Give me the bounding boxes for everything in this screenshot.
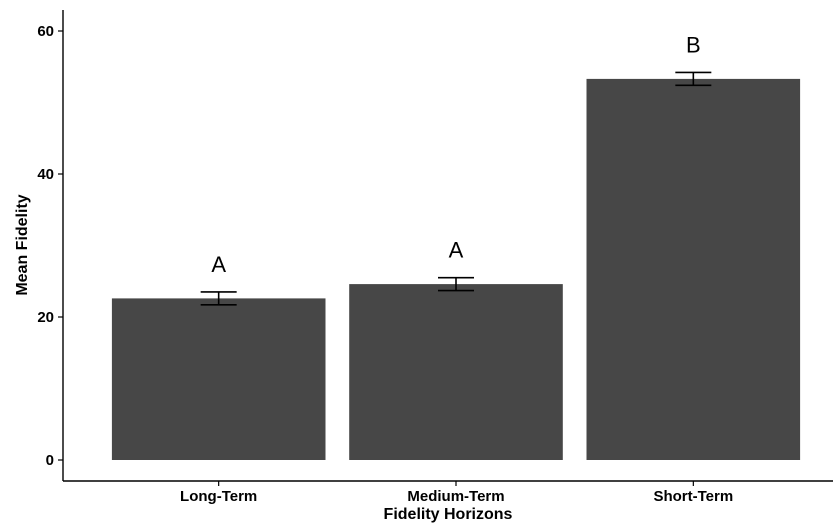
error-bars [200, 71, 712, 306]
y-tick-label: 20 [37, 309, 54, 326]
error-bar-long-term [200, 291, 237, 306]
bar-long-term [111, 298, 326, 460]
bars [111, 78, 801, 461]
x-tick-label: Short-Term [653, 488, 733, 505]
x-tick-label: Long-Term [180, 488, 257, 505]
significance-label: A [449, 238, 464, 263]
x-tick-label: Medium-Term [407, 488, 504, 505]
x-axis-title: Fidelity Horizons [384, 506, 513, 523]
y-axis-title: Mean Fidelity [14, 194, 31, 295]
bar-short-term [586, 78, 801, 461]
significance-labels: A A B [211, 33, 700, 278]
bar-medium-term [349, 284, 563, 460]
error-bar-short-term [675, 71, 712, 87]
significance-label: A [211, 252, 226, 277]
x-axis-ticks: Long-Term Medium-Term Short-Term [180, 481, 733, 505]
y-axis-ticks: 0 20 40 60 [37, 23, 63, 469]
significance-label: B [686, 33, 701, 58]
plot-area: A A B [111, 33, 801, 461]
y-tick-label: 0 [46, 452, 54, 469]
y-tick-label: 60 [37, 23, 54, 40]
y-tick-label: 40 [37, 166, 54, 183]
error-bar-medium-term [438, 276, 474, 292]
